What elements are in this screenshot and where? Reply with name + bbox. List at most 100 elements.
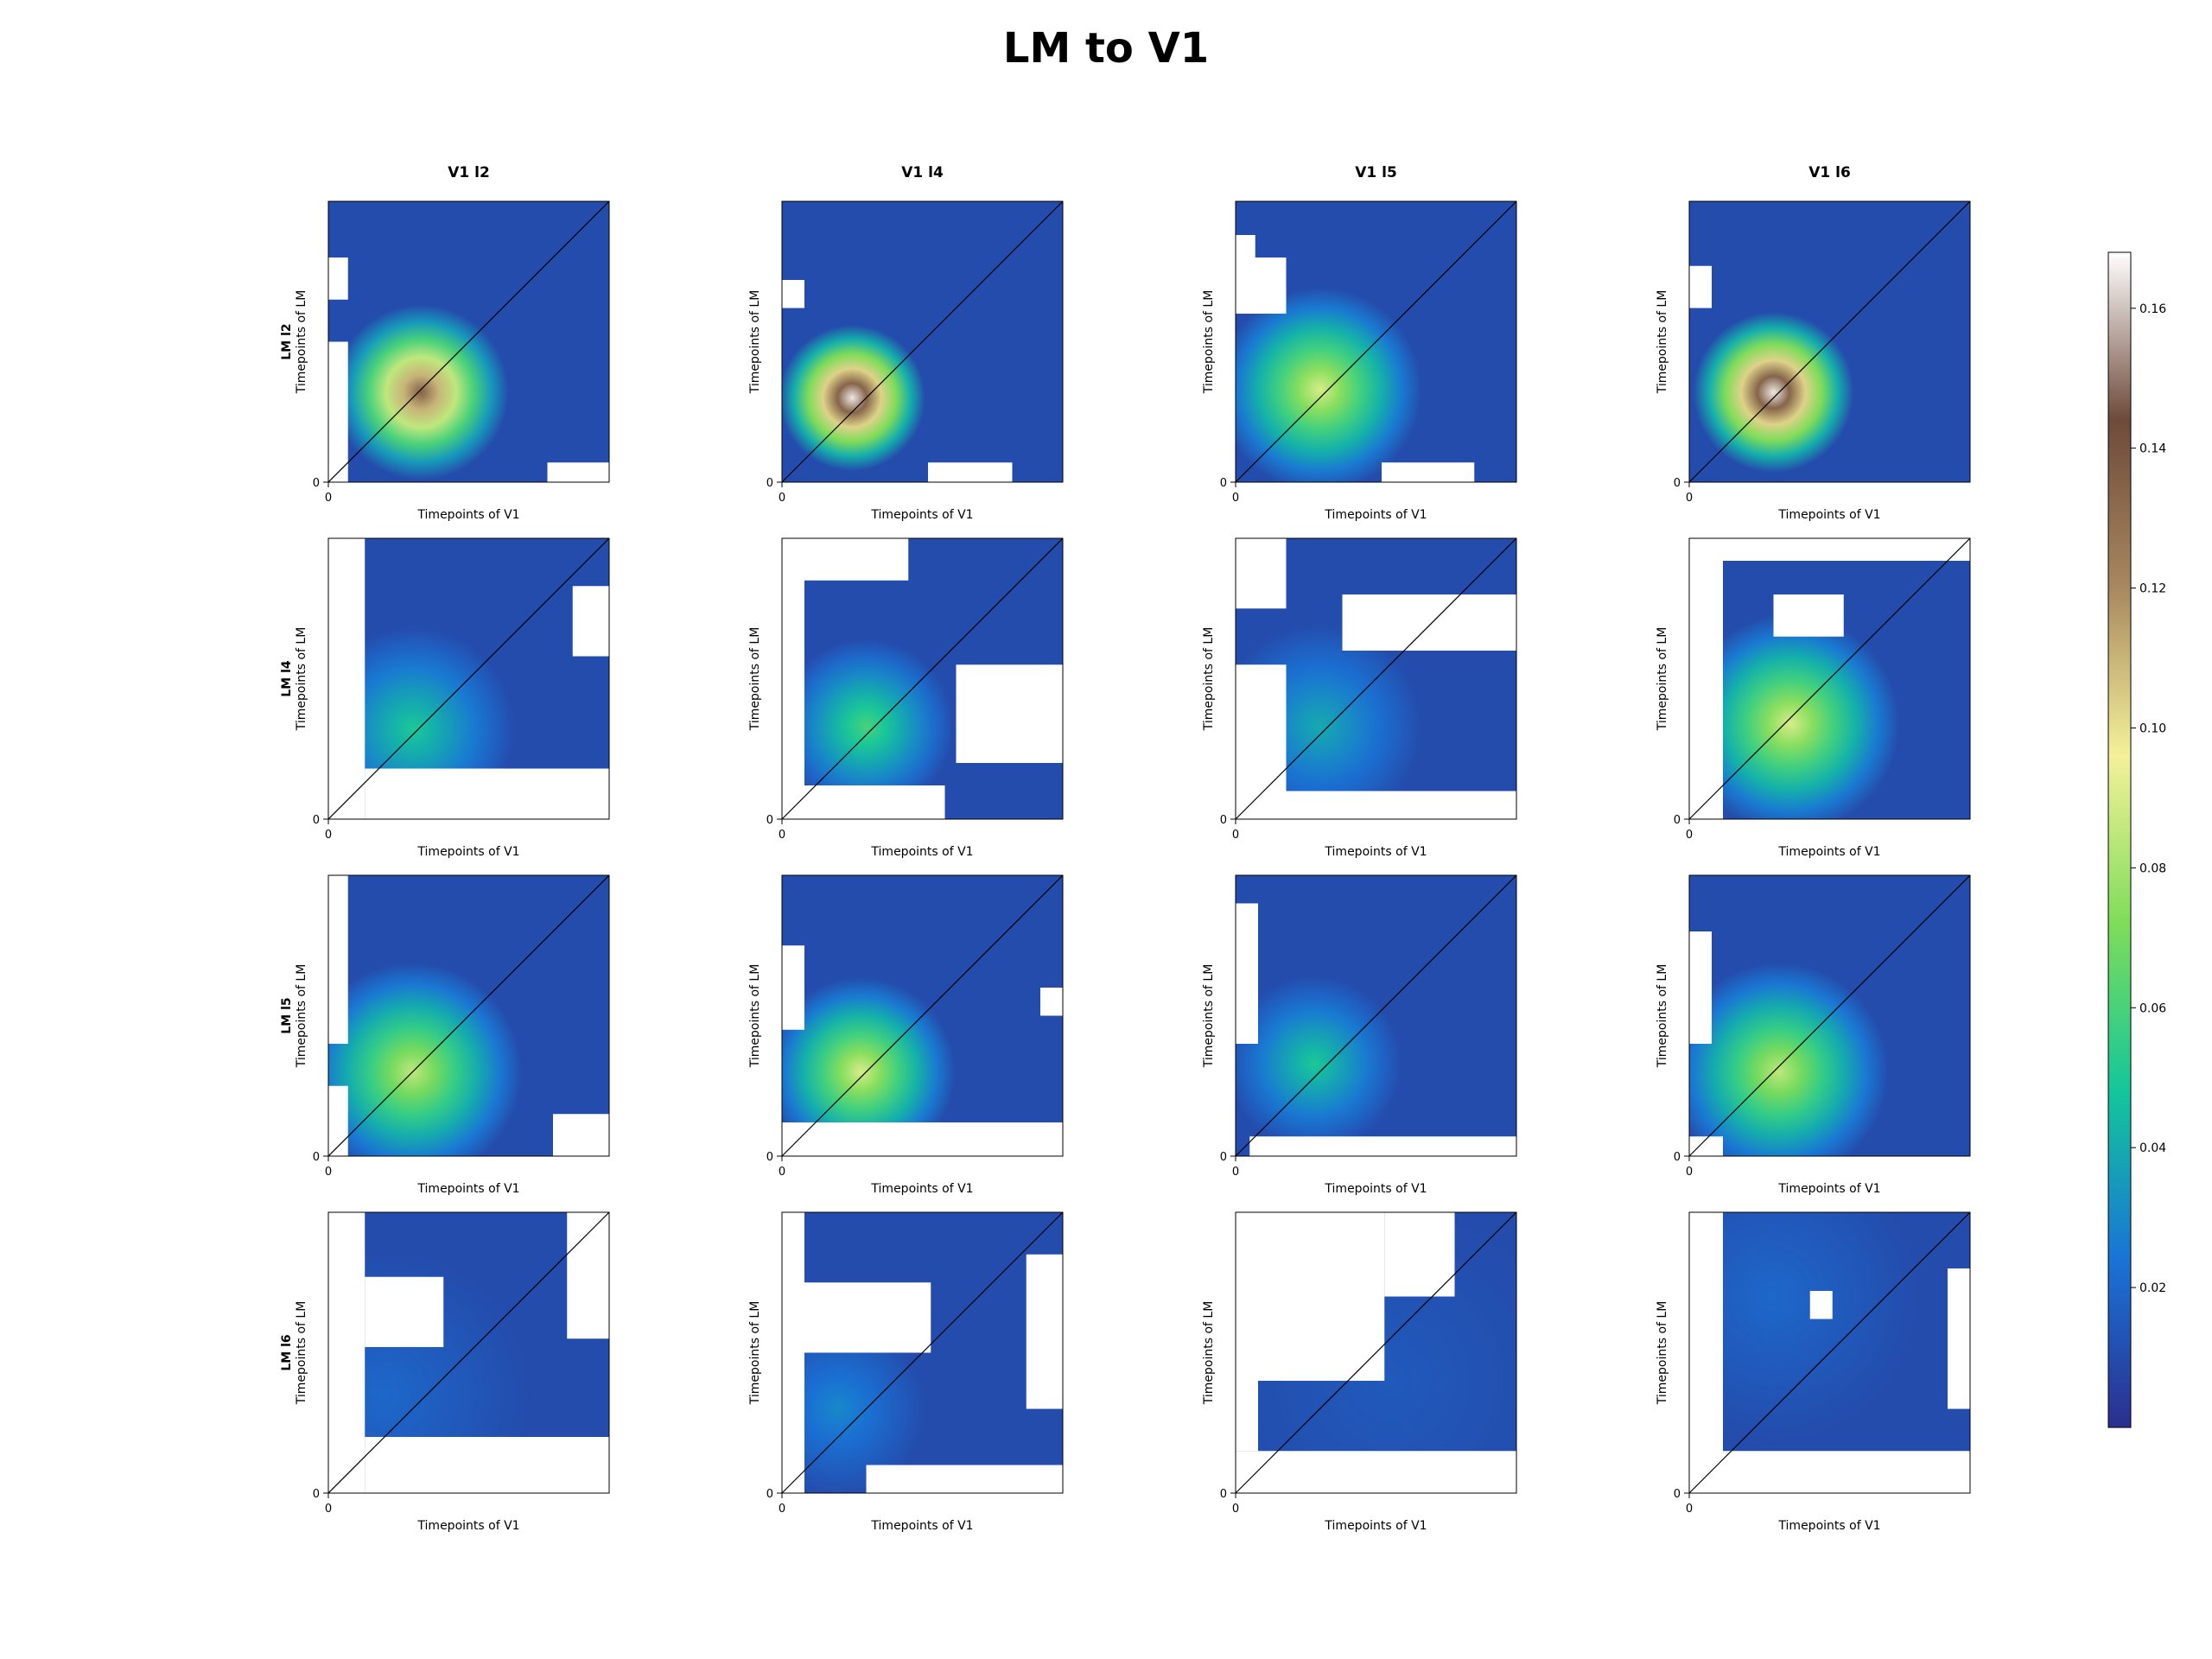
y-axis-label: Timepoints of LM xyxy=(1656,290,1669,395)
heatmap-panel: 00 Timepoints of V1 Timepoints of LM xyxy=(1656,200,1971,522)
masked-region xyxy=(1342,594,1516,651)
masked-region xyxy=(1236,1451,1516,1493)
diagonal-line xyxy=(327,874,610,1157)
y-tick-label: 0 xyxy=(1674,814,1681,827)
x-axis-label: Timepoints of V1 xyxy=(416,1519,519,1533)
masked-region xyxy=(1689,931,1712,1044)
diagonal-line xyxy=(1688,200,1971,483)
y-axis-label: Timepoints of LM xyxy=(748,1301,762,1406)
x-axis-label: Timepoints of V1 xyxy=(1777,508,1880,522)
y-tick-label: 0 xyxy=(1220,1151,1227,1164)
masked-region xyxy=(328,875,348,1044)
diagonal-line xyxy=(781,1211,1064,1494)
axes-frame xyxy=(1688,537,1971,820)
x-tick-label: 0 xyxy=(325,1166,332,1179)
colorbar-tick-label: 0.16 xyxy=(2139,302,2166,316)
masked-region xyxy=(572,586,609,657)
axes-frame xyxy=(327,537,610,820)
colorbar-tick-label: 0.06 xyxy=(2139,1001,2166,1015)
axes-frame xyxy=(1235,537,1517,820)
masked-region xyxy=(1384,1212,1455,1297)
x-tick-label: 0 xyxy=(1686,829,1693,842)
heatmap-panel: 00 Timepoints of V1 Timepoints of LM xyxy=(295,874,610,1196)
masked-region xyxy=(866,1465,1063,1493)
masked-region xyxy=(782,1212,804,1493)
axes-frame xyxy=(1235,1211,1517,1494)
axes-frame xyxy=(1688,874,1971,1157)
y-axis-label: Timepoints of LM xyxy=(1656,964,1669,1069)
x-tick-label: 0 xyxy=(1232,492,1239,505)
axes-frame xyxy=(781,200,1064,483)
masked-region xyxy=(1236,257,1287,314)
colorbar: 0.02 0.04 0.06 0.08 0.10 0.12 0.14 0.16 xyxy=(2107,251,2166,1428)
x-tick-label: 0 xyxy=(1686,492,1693,505)
y-tick-label: 0 xyxy=(766,1488,773,1501)
y-axis-label: Timepoints of LM xyxy=(1202,1301,1216,1406)
masked-region xyxy=(328,257,348,300)
row-title: LM l4 xyxy=(280,660,294,697)
axes-frame xyxy=(781,1211,1064,1494)
y-axis-label: Timepoints of LM xyxy=(1656,1301,1669,1406)
x-axis-label: Timepoints of V1 xyxy=(1324,1519,1427,1533)
x-axis-label: Timepoints of V1 xyxy=(870,845,973,859)
y-axis-label: Timepoints of LM xyxy=(748,290,762,395)
x-tick-label: 0 xyxy=(779,829,785,842)
diagonal-line xyxy=(327,537,610,820)
axes-frame xyxy=(327,1211,610,1494)
x-tick-label: 0 xyxy=(779,1166,785,1179)
diagonal-line xyxy=(1235,537,1517,820)
colorbar-tick-label: 0.12 xyxy=(2139,582,2166,596)
diagonal-line xyxy=(327,200,610,483)
colorbar-tick-label: 0.04 xyxy=(2139,1141,2166,1155)
axes-frame xyxy=(1688,200,1971,483)
masked-region xyxy=(1948,1268,1970,1409)
masked-region xyxy=(328,538,365,819)
y-axis-label: Timepoints of LM xyxy=(748,964,762,1069)
colorbar-tick-label: 0.08 xyxy=(2139,861,2166,875)
masked-region xyxy=(1236,664,1287,819)
axes-frame xyxy=(1688,1211,1971,1494)
heatmap-panel: 00 Timepoints of V1 Timepoints of LM xyxy=(295,537,610,859)
x-axis-label: Timepoints of V1 xyxy=(1777,845,1880,859)
diagonal-line xyxy=(781,537,1064,820)
x-tick-label: 0 xyxy=(1232,829,1239,842)
masked-region xyxy=(804,538,909,581)
masked-region xyxy=(365,768,609,819)
diagonal-line xyxy=(1688,537,1971,820)
y-axis-label: Timepoints of LM xyxy=(1202,964,1216,1069)
masked-region xyxy=(1258,1212,1385,1381)
heatmap-panel: 00 Timepoints of V1 Timepoints of LM xyxy=(1656,1211,1971,1533)
x-axis-label: Timepoints of V1 xyxy=(416,1182,519,1196)
colorbar-tick-label: 0.14 xyxy=(2139,442,2166,456)
y-axis-label: Timepoints of LM xyxy=(295,627,308,732)
heatmap-panel: 00 Timepoints of V1 Timepoints of LM xyxy=(295,1211,610,1533)
row-title: LM l5 xyxy=(280,997,294,1033)
axes-frame xyxy=(781,537,1064,820)
masked-region xyxy=(782,280,804,308)
y-tick-label: 0 xyxy=(313,1151,320,1164)
masked-region xyxy=(1689,265,1712,308)
masked-region xyxy=(365,1437,609,1493)
column-title: V1 l4 xyxy=(901,164,944,181)
heatmap-panel: 00 Timepoints of V1 Timepoints of LM xyxy=(748,200,1064,522)
masked-region xyxy=(804,1282,931,1353)
masked-region xyxy=(1236,235,1255,264)
x-axis-label: Timepoints of V1 xyxy=(1324,1182,1427,1196)
masked-region xyxy=(1026,1254,1063,1409)
masked-region xyxy=(804,785,945,819)
x-axis-label: Timepoints of V1 xyxy=(870,1519,973,1533)
diagonal-line xyxy=(327,1211,610,1494)
masked-region xyxy=(1382,462,1475,482)
masked-region xyxy=(782,945,804,1030)
axes-frame xyxy=(1235,874,1517,1157)
masked-region xyxy=(328,1212,365,1493)
heatmap-panel: 00 Timepoints of V1 Timepoints of LM xyxy=(295,200,610,522)
x-tick-label: 0 xyxy=(325,492,332,505)
x-axis-label: Timepoints of V1 xyxy=(870,508,973,522)
colorbar-tick-label: 0.10 xyxy=(2139,721,2166,735)
masked-region xyxy=(1249,1136,1516,1156)
x-tick-label: 0 xyxy=(1686,1503,1693,1516)
heatmap-panel: 00 Timepoints of V1 Timepoints of LM xyxy=(1202,200,1517,522)
colorbar-frame xyxy=(2107,251,2132,1428)
